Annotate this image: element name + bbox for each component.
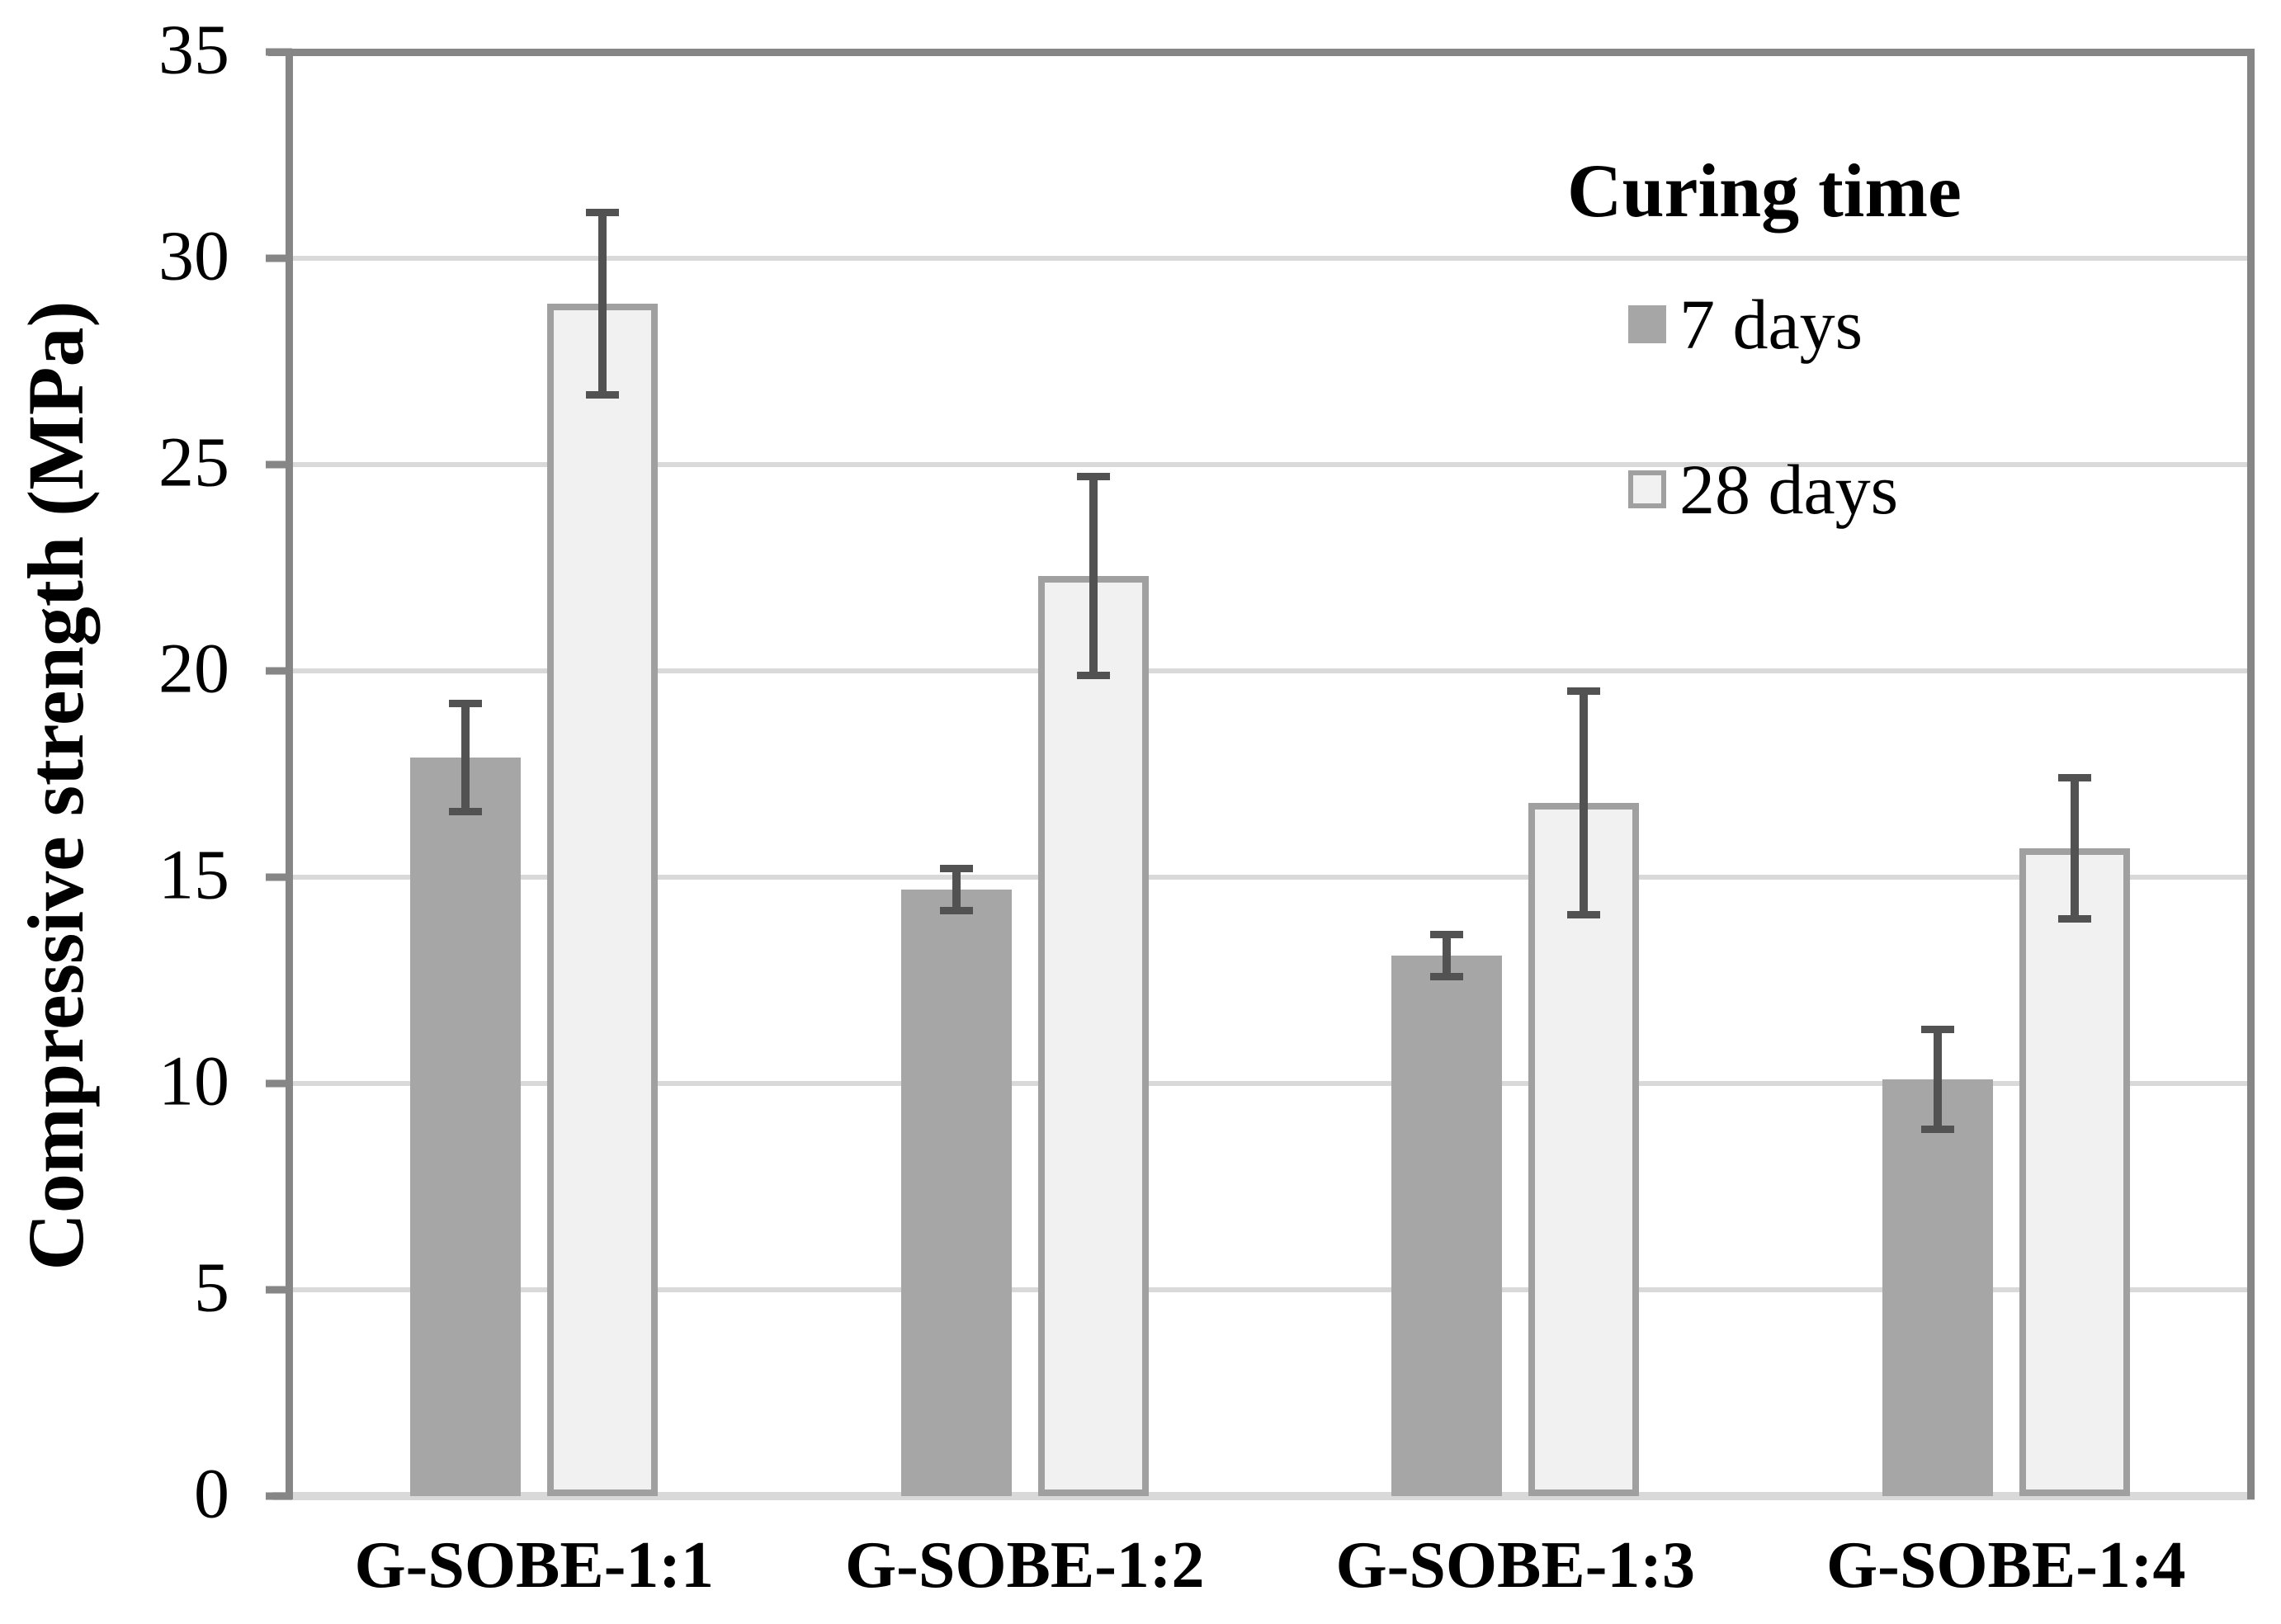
bar-7-days-G-SOBE-1:4 — [1882, 1079, 1993, 1496]
error-bar-stem — [1443, 931, 1452, 980]
legend-item-7-days: 7 days — [1628, 289, 1863, 360]
gridline — [289, 1081, 2251, 1086]
error-bar — [449, 700, 483, 815]
axis-line-baseline — [272, 1492, 2255, 1500]
bar-7-days-G-SOBE-1:2 — [900, 890, 1012, 1496]
error-bar-cap-top — [1430, 931, 1464, 938]
error-bar-stem — [1933, 1026, 1942, 1133]
error-bar-stem — [1089, 473, 1098, 679]
gridline — [289, 1287, 2251, 1292]
error-bar-cap-top — [2057, 774, 2091, 781]
y-tick-label: 5 — [194, 1247, 229, 1327]
error-bar — [1076, 473, 1110, 679]
y-tick-label: 20 — [158, 628, 229, 708]
y-tick-label: 15 — [158, 834, 229, 914]
error-bar-cap-bottom — [449, 808, 483, 815]
y-tick-mark — [266, 1079, 292, 1088]
y-tick-mark — [266, 254, 292, 262]
error-bar-cap-top — [1920, 1026, 1954, 1033]
error-bar-cap-bottom — [1567, 911, 1601, 918]
bar-28-days-G-SOBE-1:1 — [547, 304, 659, 1496]
axis-line-top — [268, 49, 2255, 56]
y-tick-label: 35 — [158, 9, 229, 89]
legend: Curing time 7 days 28 days — [1567, 147, 1962, 525]
error-bar-cap-bottom — [939, 907, 973, 914]
y-tick-mark — [266, 1286, 292, 1294]
plot-area — [268, 49, 2255, 1500]
category-label: G-SOBE-1:2 — [844, 1529, 1205, 1602]
bar-7-days-G-SOBE-1:3 — [1391, 956, 1503, 1496]
error-bar — [939, 865, 973, 914]
error-bar-cap-bottom — [1430, 973, 1464, 980]
error-bar-cap-bottom — [1920, 1126, 1954, 1133]
y-tick-mark — [266, 667, 292, 675]
error-bar-stem — [598, 209, 607, 399]
error-bar — [1567, 687, 1601, 918]
bar-7-days-G-SOBE-1:1 — [410, 758, 522, 1496]
error-bar-cap-top — [939, 865, 973, 872]
legend-item-28-days: 28 days — [1628, 454, 1898, 525]
axis-line-left — [286, 52, 293, 1499]
y-tick-mark — [266, 1492, 292, 1500]
category-label: G-SOBE-1:1 — [354, 1529, 715, 1602]
legend-title: Curing time — [1567, 149, 1962, 233]
axis-line-right — [2247, 52, 2255, 1499]
error-bar-cap-bottom — [1076, 672, 1110, 679]
error-bar — [1920, 1026, 1954, 1133]
legend-label-28-days: 28 days — [1679, 450, 1899, 529]
error-bar — [586, 209, 620, 399]
error-bar-cap-top — [1567, 687, 1601, 695]
y-tick-mark — [266, 873, 292, 881]
y-tick-mark — [266, 460, 292, 469]
gridline — [289, 462, 2251, 467]
gridline — [289, 256, 2251, 261]
error-bar-cap-top — [586, 209, 620, 216]
error-bar — [1430, 931, 1464, 980]
error-bar-stem — [2070, 774, 2079, 923]
error-bar-stem — [461, 700, 470, 815]
bar-28-days-G-SOBE-1:3 — [1528, 803, 1640, 1496]
bar-28-days-G-SOBE-1:2 — [1037, 576, 1149, 1496]
category-label: G-SOBE-1:4 — [1825, 1529, 2186, 1602]
legend-label-7-days: 7 days — [1679, 285, 1863, 364]
bar-28-days-G-SOBE-1:4 — [2019, 848, 2130, 1496]
gridline — [289, 875, 2251, 880]
legend-swatch-28-days-icon — [1628, 470, 1666, 508]
gridline — [289, 668, 2251, 673]
error-bar-stem — [1580, 687, 1589, 918]
y-tick-label: 25 — [158, 422, 229, 502]
error-bar-cap-top — [1076, 473, 1110, 480]
category-label: G-SOBE-1:3 — [1335, 1529, 1696, 1602]
y-tick-label: 30 — [158, 215, 229, 295]
error-bar — [2057, 774, 2091, 923]
error-bar-stem — [952, 865, 961, 914]
error-bar-cap-bottom — [2057, 915, 2091, 923]
legend-swatch-7-days-icon — [1628, 305, 1666, 343]
error-bar-cap-top — [449, 700, 483, 707]
y-tick-label: 0 — [194, 1453, 229, 1533]
y-tick-label: 10 — [158, 1041, 229, 1121]
error-bar-cap-bottom — [586, 391, 620, 399]
